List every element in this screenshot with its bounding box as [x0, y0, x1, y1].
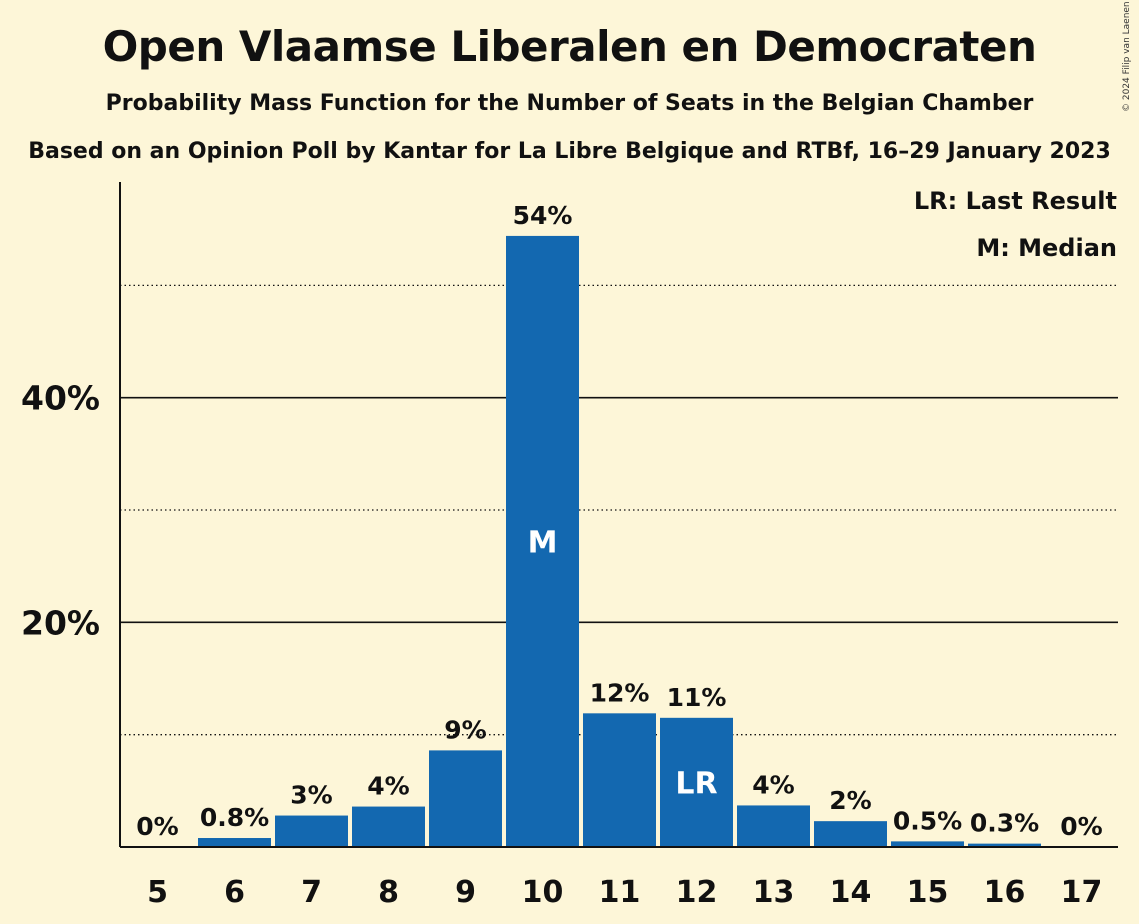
value-label-14: 2%	[829, 786, 871, 815]
x-tick-label: 7	[301, 875, 322, 910]
x-tick-label: 16	[984, 875, 1026, 910]
x-tick-label: 12	[676, 875, 718, 910]
x-tick-label: 17	[1061, 875, 1103, 910]
bar-16	[968, 843, 1041, 847]
bar-14	[814, 821, 887, 847]
bar-9	[429, 750, 502, 847]
bar-15	[891, 841, 964, 847]
x-tick-label: 15	[907, 875, 949, 910]
marker-label-lr: LR	[675, 766, 717, 801]
value-label-16: 0.3%	[970, 809, 1039, 838]
bar-7	[275, 815, 348, 847]
value-label-6: 0.8%	[200, 803, 269, 832]
x-tick-label: 9	[455, 875, 476, 910]
x-tick-label: 11	[599, 875, 641, 910]
chart-subtitle: Probability Mass Function for the Number…	[105, 91, 1034, 116]
x-tick-label: 6	[224, 875, 245, 910]
value-label-17: 0%	[1060, 812, 1102, 841]
value-label-12: 11%	[667, 683, 727, 712]
value-label-8: 4%	[367, 772, 409, 801]
bar-10	[506, 235, 579, 847]
value-label-5: 0%	[136, 812, 178, 841]
bar-11	[583, 713, 656, 847]
x-tick-label: 14	[830, 875, 872, 910]
value-label-11: 12%	[590, 678, 650, 707]
x-tick-label: 5	[147, 875, 168, 910]
chart-title: Open Vlaamse Liberalen en Democraten	[102, 22, 1037, 71]
value-label-7: 3%	[290, 781, 332, 810]
bar-8	[352, 806, 425, 847]
value-label-9: 9%	[444, 715, 486, 744]
x-tick-label: 8	[378, 875, 399, 910]
chart-source-line: Based on an Opinion Poll by Kantar for L…	[28, 139, 1111, 164]
bar-13	[737, 805, 810, 847]
legend-entry: M: Median	[976, 234, 1117, 262]
value-label-10: 54%	[513, 201, 573, 230]
value-label-13: 4%	[752, 770, 794, 799]
x-tick-label: 13	[753, 875, 795, 910]
y-tick-label: 40%	[21, 379, 100, 418]
value-label-15: 0.5%	[893, 806, 962, 835]
bar-6	[198, 838, 271, 847]
legend-entry: LR: Last Result	[914, 187, 1117, 215]
marker-label-m: M	[528, 525, 558, 560]
y-tick-label: 20%	[21, 603, 100, 642]
x-tick-label: 10	[522, 875, 564, 910]
bar-12	[660, 717, 733, 847]
